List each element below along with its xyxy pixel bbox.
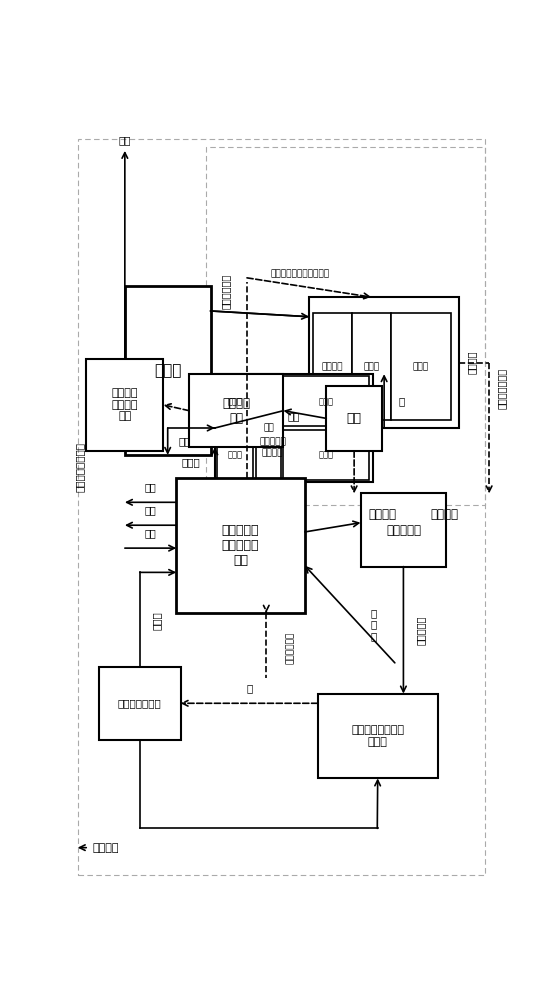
Text: 天
然
气: 天 然 气	[371, 608, 377, 641]
Text: 燃煤电站: 燃煤电站	[368, 508, 396, 521]
Bar	[86, 359, 164, 451]
Text: 烟气喷淋
冷却及蒸
回收: 烟气喷淋 冷却及蒸 回收	[112, 388, 138, 422]
Bar	[206, 147, 485, 505]
Text: 煤粉: 煤粉	[288, 411, 300, 421]
Text: 锅炉: 锅炉	[263, 424, 274, 432]
Bar	[99, 667, 180, 740]
Bar	[215, 374, 373, 482]
Text: 汽轮机: 汽轮机	[154, 363, 181, 378]
Bar	[390, 312, 451, 420]
Text: 碱金属溶液回收处
理系统: 碱金属溶液回收处 理系统	[351, 725, 404, 747]
Text: 水煤浆: 水煤浆	[152, 611, 162, 630]
Text: 水冷壁出口
水或蒸汽: 水冷壁出口 水或蒸汽	[259, 438, 286, 457]
Text: 水: 水	[246, 683, 252, 693]
Text: 来自水冷壁出口水或蒸汽: 来自水冷壁出口水或蒸汽	[271, 269, 330, 278]
Text: 凝汽器: 凝汽器	[413, 362, 429, 371]
Text: 再热器: 再热器	[228, 450, 243, 459]
Text: 低加高加: 低加高加	[322, 362, 343, 371]
Text: 汽水循环: 汽水循环	[467, 351, 477, 374]
Text: 主体系统: 主体系统	[430, 508, 458, 521]
Bar	[125, 286, 211, 455]
Text: 排烟: 排烟	[118, 135, 131, 145]
Text: 集成示意: 集成示意	[92, 843, 119, 853]
Text: 湿煤: 湿煤	[347, 412, 362, 425]
Bar	[284, 430, 369, 480]
Bar	[217, 430, 253, 480]
Bar	[309, 297, 459, 428]
Text: 喷淋冷却后的废水: 喷淋冷却后的废水	[75, 442, 85, 491]
Bar	[255, 376, 281, 480]
Text: 补水: 补水	[145, 528, 156, 538]
Text: 煤粉干燥
装置: 煤粉干燥 装置	[222, 397, 251, 425]
Text: 过热器: 过热器	[228, 397, 243, 406]
Text: 省煤器: 省煤器	[319, 397, 334, 406]
Bar	[217, 376, 253, 426]
Bar	[176, 478, 305, 613]
Text: 液固分离器: 液固分离器	[386, 524, 421, 537]
Text: 膨胀后的蒸汽: 膨胀后的蒸汽	[221, 274, 231, 309]
Text: 空预器: 空预器	[319, 450, 334, 459]
Text: 去水冷壁入口水: 去水冷壁入口水	[497, 368, 507, 409]
Text: 除氧器: 除氧器	[363, 362, 379, 371]
Text: 蒸汽: 蒸汽	[145, 482, 156, 492]
Text: 蒸汽: 蒸汽	[179, 436, 191, 446]
Bar	[189, 374, 284, 447]
Text: 热烟气: 热烟气	[182, 458, 201, 468]
Text: 水煤浆制备单元: 水煤浆制备单元	[118, 698, 161, 708]
Text: 碱金属溶液: 碱金属溶液	[415, 615, 426, 645]
Text: 水冷壁入口水: 水冷壁入口水	[285, 631, 294, 664]
Bar	[317, 694, 437, 778]
Text: 放气: 放气	[145, 505, 156, 515]
Bar	[284, 376, 369, 426]
Bar	[326, 386, 382, 451]
Text: 水: 水	[398, 396, 404, 406]
Text: 一体式高钠
煤加热脱除
装置: 一体式高钠 煤加热脱除 装置	[222, 524, 259, 567]
Bar	[361, 493, 446, 567]
Bar	[314, 312, 352, 420]
Bar	[352, 312, 390, 420]
